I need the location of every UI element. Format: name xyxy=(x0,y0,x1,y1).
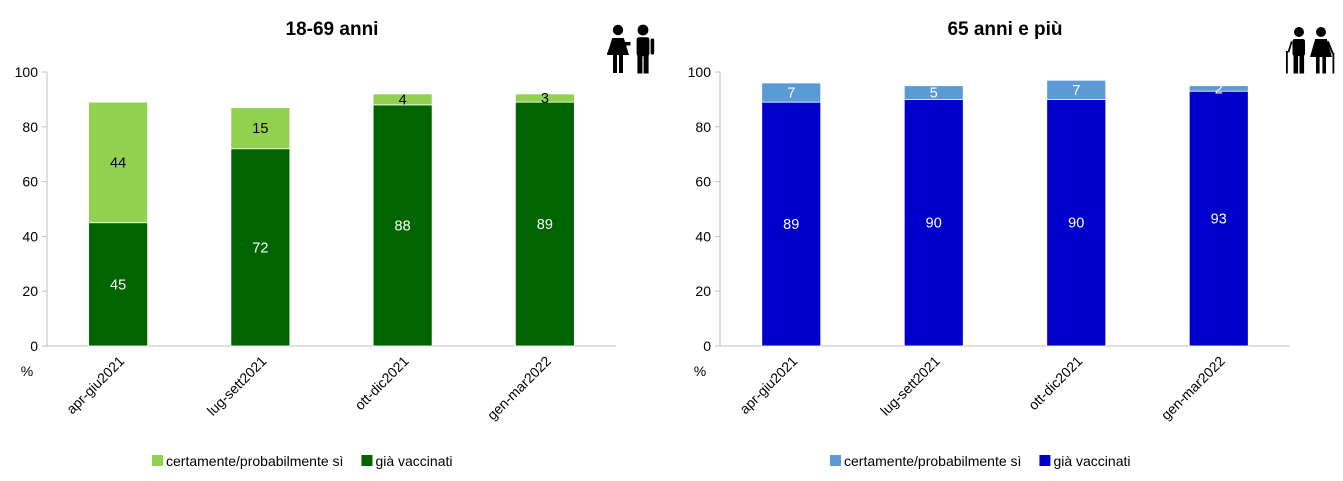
legend: certamente/probabilmente sì già vaccinati xyxy=(830,453,1130,469)
bar-willing xyxy=(88,101,149,224)
data-label: 15 xyxy=(252,121,268,137)
man-torso xyxy=(636,37,650,57)
y-tick-label: 60 xyxy=(22,174,38,190)
chart-title: 18-69 anni xyxy=(286,19,379,40)
bar-willing xyxy=(1188,85,1249,92)
elder-woman-leg xyxy=(1322,57,1326,74)
data-label: 4 xyxy=(399,92,407,108)
elder-woman-arm xyxy=(1327,41,1334,54)
y-tick-label: 20 xyxy=(695,283,711,299)
y-tick-label: 20 xyxy=(22,283,38,299)
elder-man-arm xyxy=(1287,41,1293,53)
data-label: 44 xyxy=(110,155,126,171)
woman-leg xyxy=(619,55,623,73)
woman-leg xyxy=(613,55,617,73)
cane xyxy=(1286,51,1288,74)
elder-man-leg xyxy=(1293,55,1299,74)
x-tick-label: apr-giu2021 xyxy=(63,353,127,417)
data-label: 3 xyxy=(541,91,549,107)
bar-vaccinated xyxy=(1188,90,1249,347)
data-label: 2 xyxy=(1215,81,1223,97)
elder-man-head xyxy=(1294,27,1304,37)
x-tick-label: lug-sett2021 xyxy=(877,353,943,419)
elder-man-torso xyxy=(1292,39,1305,56)
data-label: 88 xyxy=(395,218,411,234)
bar-vaccinated xyxy=(1046,99,1107,347)
bar-vaccinated xyxy=(230,148,291,347)
bar-willing xyxy=(230,107,291,150)
legend-label: certamente/probabilmente sì xyxy=(844,453,1021,469)
elderly-couple-icon xyxy=(1286,27,1335,74)
legend-swatch xyxy=(830,455,841,466)
joined-hands xyxy=(624,42,631,46)
y-tick-label: 40 xyxy=(695,228,711,244)
bar-willing xyxy=(903,85,964,100)
bar-willing xyxy=(1046,79,1107,100)
x-tick-label: lug-sett2021 xyxy=(204,353,270,419)
x-tick-label: gen-mar2022 xyxy=(1158,353,1228,423)
data-label: 7 xyxy=(1072,83,1080,99)
bar-vaccinated xyxy=(761,101,822,347)
legend-label: già vaccinati xyxy=(375,453,452,469)
woman-arm xyxy=(606,40,615,55)
x-tick-label: ott-dic2021 xyxy=(351,353,411,413)
data-label: 89 xyxy=(537,217,553,233)
legend-swatch xyxy=(361,455,373,466)
legend-swatch xyxy=(1039,455,1051,466)
data-label: 72 xyxy=(252,240,268,256)
bar-willing xyxy=(761,82,822,103)
elder-woman-dress xyxy=(1310,39,1332,57)
y-tick-label: 0 xyxy=(30,338,38,354)
chart-panel-1: 18-69 anni 0 20 40 60 80 100% 45 44 apr-giu2021 72… xyxy=(15,19,655,469)
bar-vaccinated xyxy=(903,99,964,347)
bar-willing xyxy=(514,93,575,103)
data-label: 45 xyxy=(110,277,126,293)
data-label: 89 xyxy=(783,217,799,233)
y-axis-unit-label: % xyxy=(694,363,706,379)
y-tick-label: 0 xyxy=(703,338,711,354)
man-leg xyxy=(637,55,643,74)
x-tick-label: apr-giu2021 xyxy=(736,353,800,417)
data-label: 93 xyxy=(1211,212,1227,228)
legend-label: certamente/probabilmente sì xyxy=(166,453,343,469)
y-tick-label: 100 xyxy=(688,64,712,80)
bar-vaccinated xyxy=(372,104,433,347)
elder-woman-leg xyxy=(1316,57,1320,74)
data-label: 90 xyxy=(926,216,942,232)
data-label: 5 xyxy=(930,86,938,102)
bar-vaccinated xyxy=(88,222,149,347)
man-head xyxy=(637,24,649,36)
y-tick-label: 100 xyxy=(15,64,39,80)
y-tick-label: 80 xyxy=(22,119,38,135)
y-tick-label: 80 xyxy=(695,119,711,135)
data-label: 90 xyxy=(1068,216,1084,232)
man-leg xyxy=(643,55,649,74)
chart-panel-2: 65 anni e più 0 20 40 60 80 100% 89 7 apr-giu2021… xyxy=(688,19,1335,469)
bar-willing xyxy=(372,93,433,106)
legend: certamente/probabilmente sì già vaccinati xyxy=(152,453,452,469)
y-tick-label: 60 xyxy=(695,174,711,190)
cane xyxy=(1332,53,1335,74)
data-label: 7 xyxy=(787,86,795,102)
woman-head xyxy=(612,24,624,36)
chart-title: 65 anni e più xyxy=(947,19,1062,40)
x-tick-label: ott-dic2021 xyxy=(1025,353,1085,413)
y-axis-unit-label: % xyxy=(21,363,33,379)
elder-woman-head xyxy=(1316,27,1326,37)
x-tick-label: gen-mar2022 xyxy=(484,353,554,423)
man-arm xyxy=(650,38,655,55)
adult-couple-icon xyxy=(606,24,655,74)
y-tick-label: 40 xyxy=(22,228,38,244)
legend-label: già vaccinati xyxy=(1053,453,1130,469)
elder-man-leg xyxy=(1299,55,1305,74)
legend-swatch xyxy=(152,455,163,466)
